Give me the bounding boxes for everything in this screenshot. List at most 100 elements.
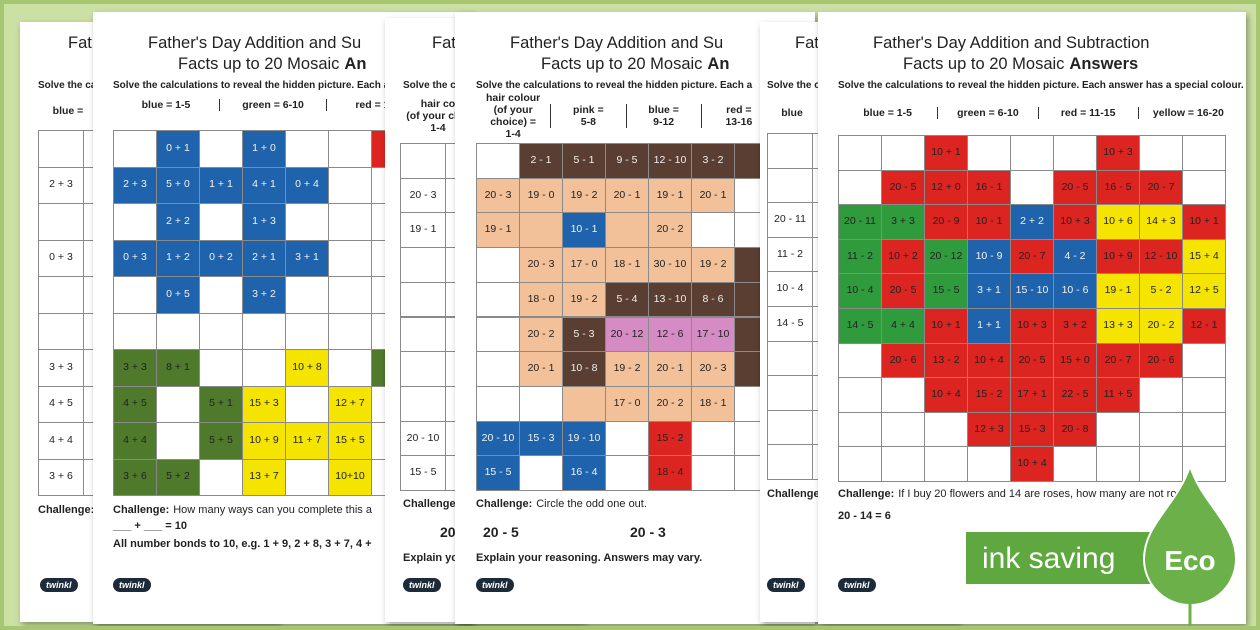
brand-logo: twinkl — [40, 578, 78, 592]
mosaic-cell: 5 - 4 — [605, 281, 649, 318]
mosaic-cell: 10+10 — [328, 458, 372, 496]
key-item: hair co (of your choi 1-4 — [406, 98, 470, 134]
title-line: Facts up to 20 Mosaic Answers — [903, 55, 1138, 74]
key-item: blue = 1-5 — [863, 107, 912, 119]
challenge-label: Challenge: — [767, 488, 824, 500]
mosaic-cell: 20 - 5 — [881, 169, 925, 206]
brand-logo: twinkl — [476, 578, 514, 592]
badge-leaf — [1142, 462, 1238, 606]
mosaic-cell — [328, 130, 372, 168]
challenge-label: Challenge: — [838, 488, 895, 500]
mosaic-cell — [605, 212, 649, 249]
mosaic-cell — [476, 247, 520, 283]
mosaic-cell — [767, 340, 813, 377]
colour-key: blue = — [38, 100, 98, 122]
title-text: Facts up to 20 Mosaic — [178, 55, 340, 73]
title-bold: An — [344, 55, 367, 73]
mosaic-cell: 2 + 3 — [38, 166, 84, 204]
key-item: red = 11-15 — [1037, 107, 1138, 119]
title-bold: Answers — [1069, 55, 1139, 73]
mosaic-cell: 10 + 8 — [285, 349, 329, 387]
challenge: Challenge: If I buy 20 flowers and 14 are… — [838, 488, 1200, 500]
mosaic-cell: 19 - 2 — [562, 177, 606, 214]
key-item: green = 6-10 — [219, 99, 326, 111]
mosaic-cell: 13 - 2 — [924, 342, 968, 379]
mosaic-cell: 15 - 5 — [476, 455, 520, 491]
badge-label: Eco — [1164, 545, 1215, 576]
mosaic-cell: 18 - 1 — [605, 247, 649, 283]
title-line: Father's Day Addition and Su — [148, 34, 362, 52]
instructions: Solve the calcu — [403, 80, 476, 91]
mosaic-cell — [113, 276, 157, 314]
challenge-text: Circle the odd one out. — [536, 498, 647, 510]
mosaic-cell: 20 - 11 — [838, 204, 882, 240]
mosaic-cell — [1139, 135, 1183, 171]
title-bold: An — [707, 55, 730, 73]
challenge-text: How many ways can you complete this a — [173, 504, 372, 516]
title-line: Fath — [68, 34, 102, 52]
mosaic-cell: 10 - 8 — [562, 351, 606, 387]
challenge-option: 20 - 5 — [483, 524, 519, 540]
mosaic-cell — [691, 455, 735, 491]
title-text: Facts up to 20 Mosaic — [541, 55, 703, 73]
mosaic-cell — [285, 203, 329, 241]
brand-logo: twinkl — [767, 578, 805, 592]
mosaic-cell: 30 - 10 — [648, 247, 692, 283]
challenge-line: All number bonds to 10, e.g. 1 + 9, 2 + … — [113, 538, 372, 550]
mosaic-cell: 12 - 1 — [1182, 308, 1226, 344]
instructions: Solve the calculations to reveal the hid… — [838, 80, 1244, 91]
mosaic-cell — [1010, 135, 1054, 171]
mosaic-cell: 19 - 1 — [648, 177, 692, 214]
mosaic-cell — [838, 169, 882, 206]
brand-logo: twinkl — [403, 578, 441, 592]
mosaic-cell: 20 - 3 — [476, 177, 520, 214]
mosaic-cell — [967, 135, 1011, 171]
mosaic-cell: 13 + 7 — [242, 458, 286, 496]
challenge: Challenge: — [38, 504, 94, 516]
challenge: Challenge: — [767, 488, 823, 500]
mosaic-cell: 12 - 10 — [1139, 238, 1183, 275]
mosaic-cell: 19 - 10 — [562, 420, 606, 457]
mosaic-cell: 19 - 2 — [562, 281, 606, 318]
mosaic-cell: 17 - 0 — [562, 247, 606, 283]
mosaic-cell — [1182, 377, 1226, 413]
mosaic-cell: 19 - 1 — [400, 212, 446, 249]
challenge-line: Explain you — [403, 552, 465, 564]
mosaic-cell: 20 - 12 — [924, 238, 968, 275]
eco-badge: ink saving Eco — [966, 462, 1238, 626]
mosaic-cell: 1 + 0 — [242, 130, 286, 168]
worksheet-page: Father's Day Addition and Subtraction Fac… — [818, 12, 1246, 624]
mosaic-cell: 20 - 3 — [519, 247, 563, 283]
mosaic-cell: 14 - 5 — [767, 306, 813, 342]
mosaic-cell: 10 + 1 — [1182, 204, 1226, 240]
mosaic-cell: 10 - 4 — [838, 273, 882, 309]
mosaic-cell: 4 - 2 — [1053, 238, 1097, 275]
mosaic-cell: 10 - 6 — [1053, 273, 1097, 309]
mosaic-cell: 15 + 5 — [328, 422, 372, 460]
mosaic-cell — [519, 385, 563, 422]
badge-text: ink saving — [982, 542, 1115, 575]
mosaic-cell: 3 + 2 — [242, 276, 286, 314]
mosaic-cell: 20 - 3 — [400, 177, 446, 214]
mosaic-cell: 12 + 0 — [924, 169, 968, 206]
mosaic-cell: 15 + 4 — [1182, 238, 1226, 275]
mosaic-cell: 19 - 2 — [605, 351, 649, 387]
challenge-label: Challenge: — [476, 498, 533, 510]
mosaic-cell — [38, 203, 84, 241]
mosaic-cell: 15 + 3 — [242, 385, 286, 423]
mosaic-cell: 20 - 2 — [648, 212, 692, 249]
mosaic-cell — [1053, 446, 1097, 482]
challenge: Challenge: Circle the odd one out. — [476, 498, 647, 510]
mosaic-cell: 18 - 0 — [519, 281, 563, 318]
challenge-line: ___ + ___ = 10 — [113, 520, 188, 532]
mosaic-cell: 10 + 3 — [1096, 135, 1140, 171]
mosaic-cell: 20 - 5 — [1053, 169, 1097, 206]
mosaic-cell: 10 + 6 — [1096, 204, 1140, 240]
mosaic-cell: 0 + 2 — [199, 239, 243, 277]
mosaic-cell: 10 + 1 — [924, 308, 968, 344]
mosaic-cell: 20 - 9 — [924, 204, 968, 240]
mosaic-cell — [242, 349, 286, 387]
title-text: Facts up to 20 Mosaic — [903, 55, 1065, 73]
mosaic-cell — [838, 446, 882, 482]
